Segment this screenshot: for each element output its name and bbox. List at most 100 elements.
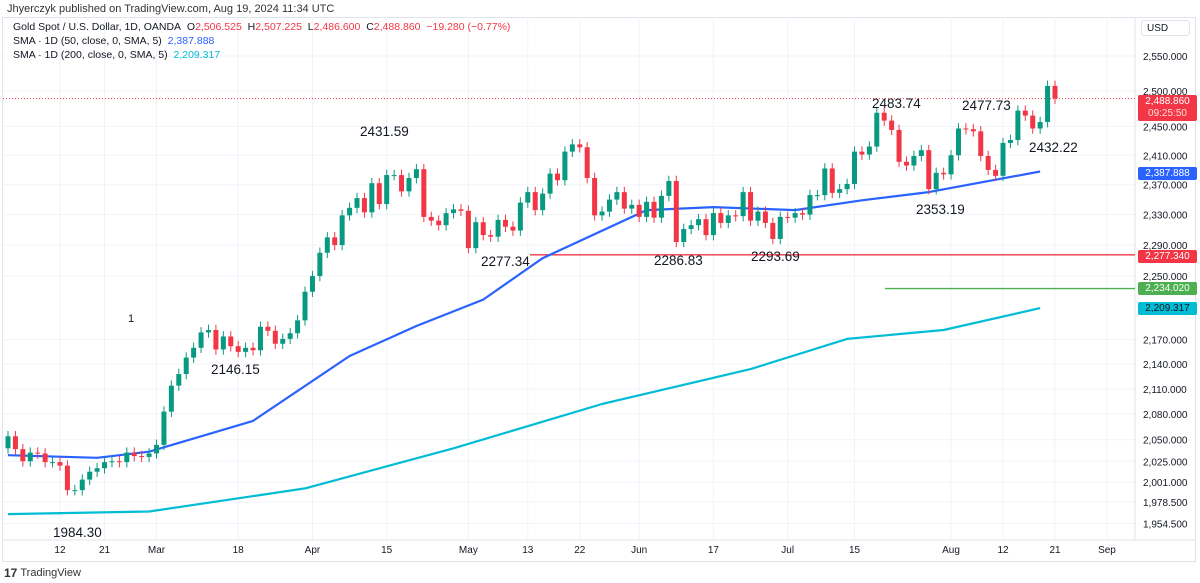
sma50-line xyxy=(7,170,1041,459)
candle-up xyxy=(525,192,531,203)
price-tick-label: 2,370.000 xyxy=(1143,181,1188,192)
candle-down xyxy=(941,172,947,175)
sma50-label: SMA · 1D (50, close, 0, SMA, 5) xyxy=(13,35,162,47)
candle-up xyxy=(777,216,783,239)
candle-up xyxy=(72,490,78,492)
chart-legend: Gold Spot / U.S. Dollar, 1D, OANDA O2,50… xyxy=(13,20,510,62)
sma50-legend[interactable]: SMA · 1D (50, close, 0, SMA, 5) 2,387.88… xyxy=(13,34,510,48)
candle-down xyxy=(554,173,560,181)
low-value: 2,486.600 xyxy=(313,21,361,33)
last-price-value: 2,488.860 xyxy=(1145,96,1190,107)
price-tick-label: 2,450.000 xyxy=(1143,122,1188,133)
red-line-tag: 2,277.340 xyxy=(1138,250,1197,263)
price-tick-label: 2,080.000 xyxy=(1143,410,1188,421)
candle-down xyxy=(35,452,41,454)
candle-up xyxy=(102,462,108,469)
high-value: 2,507.225 xyxy=(255,21,302,33)
candle-up xyxy=(243,347,249,352)
annotation-low-may: 2277.34 xyxy=(481,254,530,269)
candle-up xyxy=(324,237,330,253)
candle-up xyxy=(87,471,93,480)
candle-down xyxy=(1022,110,1028,116)
time-tick-label: 18 xyxy=(233,545,245,556)
low-label: L xyxy=(307,21,314,33)
candle-up xyxy=(569,144,575,152)
candle-up xyxy=(220,336,226,350)
candle-up xyxy=(354,198,360,208)
candle-up xyxy=(866,146,872,155)
candle-up xyxy=(176,374,182,386)
candle-down xyxy=(458,209,464,211)
annotation-low-jun-end: 2293.69 xyxy=(751,249,800,264)
sma200-legend[interactable]: SMA · 1D (200, close, 0, SMA, 5) 2,209.3… xyxy=(13,48,510,62)
candle-up xyxy=(792,213,798,218)
currency-button[interactable]: USD xyxy=(1141,20,1190,36)
candle-down xyxy=(139,456,145,458)
candle-up xyxy=(161,411,167,445)
candle-up xyxy=(168,385,174,412)
candle-down xyxy=(20,449,26,462)
close-label: C xyxy=(366,21,374,33)
candle-up xyxy=(183,357,189,375)
time-tick-label: 21 xyxy=(1049,545,1061,556)
candle-down xyxy=(116,461,122,463)
time-tick-label: 17 xyxy=(708,545,720,556)
candle-down xyxy=(985,155,991,170)
candle-up xyxy=(755,211,761,221)
candle-up xyxy=(614,192,620,200)
candle-down xyxy=(510,226,516,231)
candle-down xyxy=(762,211,768,223)
candle-up xyxy=(725,215,731,223)
time-tick-label: Mar xyxy=(148,545,166,556)
time-tick-label: Jun xyxy=(631,545,647,556)
price-tick-label: 1,954.500 xyxy=(1143,520,1188,531)
candle-up xyxy=(918,150,924,156)
candle-up xyxy=(109,461,115,463)
candle-down xyxy=(733,215,739,217)
candle-up xyxy=(369,183,375,213)
candle-down xyxy=(272,330,278,344)
candle-up xyxy=(205,329,211,333)
candle-down xyxy=(970,129,976,132)
candle-down xyxy=(889,120,895,130)
candle-up xyxy=(391,175,397,177)
candle-up xyxy=(955,128,961,156)
tradingview-logo[interactable]: 17 TradingView xyxy=(4,566,81,580)
candle-up xyxy=(5,436,11,449)
candle-down xyxy=(673,180,679,242)
candle-up xyxy=(27,452,33,462)
publisher-info: Jhyerczyk published on TradingView.com, … xyxy=(7,3,335,15)
bar-countdown: 09:25:50 xyxy=(1148,108,1187,119)
candle-down xyxy=(428,216,434,221)
candle-up xyxy=(198,332,204,348)
candle-up xyxy=(874,112,880,147)
candle-down xyxy=(12,436,18,450)
price-tick-label: 2,330.000 xyxy=(1143,211,1188,222)
candle-up xyxy=(807,195,813,215)
candle-up xyxy=(599,211,605,216)
candle-up xyxy=(443,213,449,226)
price-tick-label: 2,170.000 xyxy=(1143,336,1188,347)
price-tick-label: 2,410.000 xyxy=(1143,151,1188,162)
symbol-legend[interactable]: Gold Spot / U.S. Dollar, 1D, OANDA O2,50… xyxy=(13,20,510,34)
candle-down xyxy=(748,192,754,221)
price-tick-label: 2,001.000 xyxy=(1143,478,1188,489)
candle-up xyxy=(740,192,746,217)
candle-up xyxy=(1037,122,1043,129)
candle-down xyxy=(829,168,835,193)
candle-down xyxy=(592,178,598,216)
green-line-tag: 2,234.020 xyxy=(1138,282,1197,295)
candle-up xyxy=(948,155,954,175)
candle-up xyxy=(384,175,390,205)
candle-up xyxy=(406,178,412,192)
time-axis: 12 21 Mar 18 Apr 15 May 13 22 Jun 17 Jul 15 Aug 12 21 Se… xyxy=(54,545,1116,556)
candle-down xyxy=(978,131,984,156)
candle-down xyxy=(1052,85,1058,99)
price-tick-label: 2,025.000 xyxy=(1143,457,1188,468)
grid-lines xyxy=(3,17,1135,540)
candle-up xyxy=(911,155,917,166)
candle-down xyxy=(503,219,509,227)
candle-up xyxy=(852,151,858,184)
open-value: 2,506.525 xyxy=(195,21,242,33)
